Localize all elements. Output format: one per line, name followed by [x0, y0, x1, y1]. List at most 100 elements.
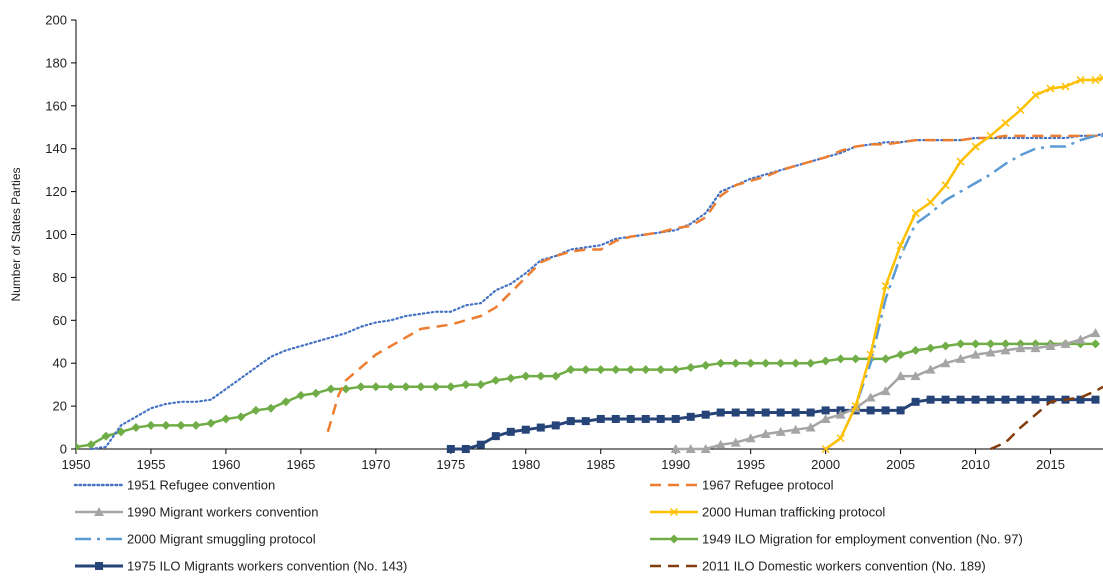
- data-point: [596, 365, 606, 375]
- x-tick-label: 1985: [586, 457, 615, 472]
- data-point: [701, 410, 710, 419]
- data-point: [865, 392, 876, 402]
- data-point: [836, 434, 845, 443]
- data-point: [806, 358, 816, 368]
- data-point: [956, 395, 965, 404]
- data-point: [776, 358, 786, 368]
- x-tick-label: 2000: [811, 457, 840, 472]
- data-point: [1098, 73, 1103, 82]
- series-2: [326, 134, 1103, 433]
- data-point: [206, 418, 216, 428]
- legend-label: 1975 ILO Migrants workers convention (No…: [127, 559, 407, 574]
- data-point: [461, 380, 471, 390]
- data-point: [581, 417, 590, 426]
- data-point: [476, 440, 485, 449]
- data-point: [776, 408, 785, 417]
- data-point: [926, 198, 935, 207]
- data-point: [671, 414, 680, 423]
- data-point: [956, 339, 966, 349]
- data-point: [881, 281, 890, 291]
- legend-marker: [95, 562, 103, 570]
- y-tick-label: 80: [53, 270, 67, 285]
- series-line: [990, 385, 1103, 451]
- data-point: [641, 365, 651, 375]
- data-point: [790, 424, 801, 434]
- data-point: [1016, 395, 1025, 404]
- y-tick-label: 60: [53, 313, 67, 328]
- data-point: [791, 408, 800, 417]
- y-tick-label: 160: [45, 98, 67, 113]
- legend-item: 1967 Refugee protocol: [650, 478, 834, 493]
- data-point: [626, 414, 635, 423]
- data-point: [730, 437, 741, 447]
- legend-label: 2000 Migrant smuggling protocol: [127, 532, 316, 547]
- y-tick-label: 20: [53, 399, 67, 414]
- y-axis-title: Number of States Parties: [9, 167, 23, 301]
- data-point: [1001, 395, 1010, 404]
- data-point: [446, 382, 456, 392]
- data-point: [356, 382, 366, 392]
- data-point: [895, 371, 906, 381]
- axes: [75, 20, 1103, 450]
- series-6: [76, 339, 1101, 452]
- data-point: [1000, 345, 1011, 355]
- data-point: [791, 358, 801, 368]
- legend-item: 1990 Migrant workers convention: [75, 505, 319, 520]
- data-point: [326, 384, 336, 394]
- x-tick-label: 1965: [286, 457, 315, 472]
- data-point: [521, 371, 531, 381]
- data-point: [971, 339, 981, 349]
- legend-marker: [669, 534, 679, 544]
- data-point: [281, 397, 291, 407]
- data-point: [221, 414, 231, 424]
- data-point: [941, 181, 950, 190]
- data-point: [775, 426, 786, 436]
- data-point: [641, 414, 650, 423]
- data-point: [685, 444, 696, 453]
- series-5: [824, 134, 1103, 451]
- data-point: [596, 414, 605, 423]
- data-point: [1061, 82, 1070, 91]
- data-point: [161, 420, 171, 430]
- y-tick-label: 140: [45, 141, 67, 156]
- x-tick-label: 1980: [511, 457, 540, 472]
- legend-label: 1949 ILO Migration for employment conven…: [702, 532, 1023, 547]
- x-tick-label: 1990: [661, 457, 690, 472]
- data-point: [880, 386, 891, 396]
- data-point: [821, 356, 831, 366]
- data-point: [941, 395, 950, 404]
- y-axis-ticks: 0 20 40 60 80 100 120 140 160 180 200: [45, 13, 76, 457]
- data-point: [760, 428, 771, 438]
- data-point: [746, 408, 755, 417]
- data-point: [986, 131, 995, 140]
- data-point: [820, 413, 831, 423]
- data-point: [746, 358, 756, 368]
- data-point: [446, 445, 455, 453]
- data-point: [925, 364, 936, 374]
- data-point: [910, 371, 921, 381]
- data-point: [506, 373, 516, 383]
- data-point: [191, 420, 201, 430]
- data-point: [1045, 341, 1056, 351]
- data-point: [611, 365, 621, 375]
- legend-marker: [94, 507, 104, 516]
- series-line: [450, 398, 1096, 451]
- data-point: [970, 349, 981, 359]
- data-point: [101, 431, 111, 441]
- y-tick-label: 120: [45, 184, 67, 199]
- y-tick-label: 200: [45, 13, 67, 28]
- data-point: [985, 347, 996, 357]
- x-axis-ticks: 1950 1955 1960 1965 1970 1975 1980 1985 1990 1995…: [62, 449, 1065, 472]
- data-point: [311, 388, 321, 398]
- data-point: [146, 420, 156, 430]
- legend-label: 1990 Migrant workers convention: [127, 505, 319, 520]
- data-point: [296, 390, 306, 400]
- data-point: [176, 420, 186, 430]
- series-line: [76, 342, 1096, 449]
- data-point: [911, 345, 921, 355]
- legend-item: 1951 Refugee convention: [73, 478, 275, 493]
- data-point: [866, 350, 875, 359]
- data-point: [716, 358, 726, 368]
- x-tick-label: 2015: [1036, 457, 1065, 472]
- x-tick-label: 1950: [62, 457, 91, 472]
